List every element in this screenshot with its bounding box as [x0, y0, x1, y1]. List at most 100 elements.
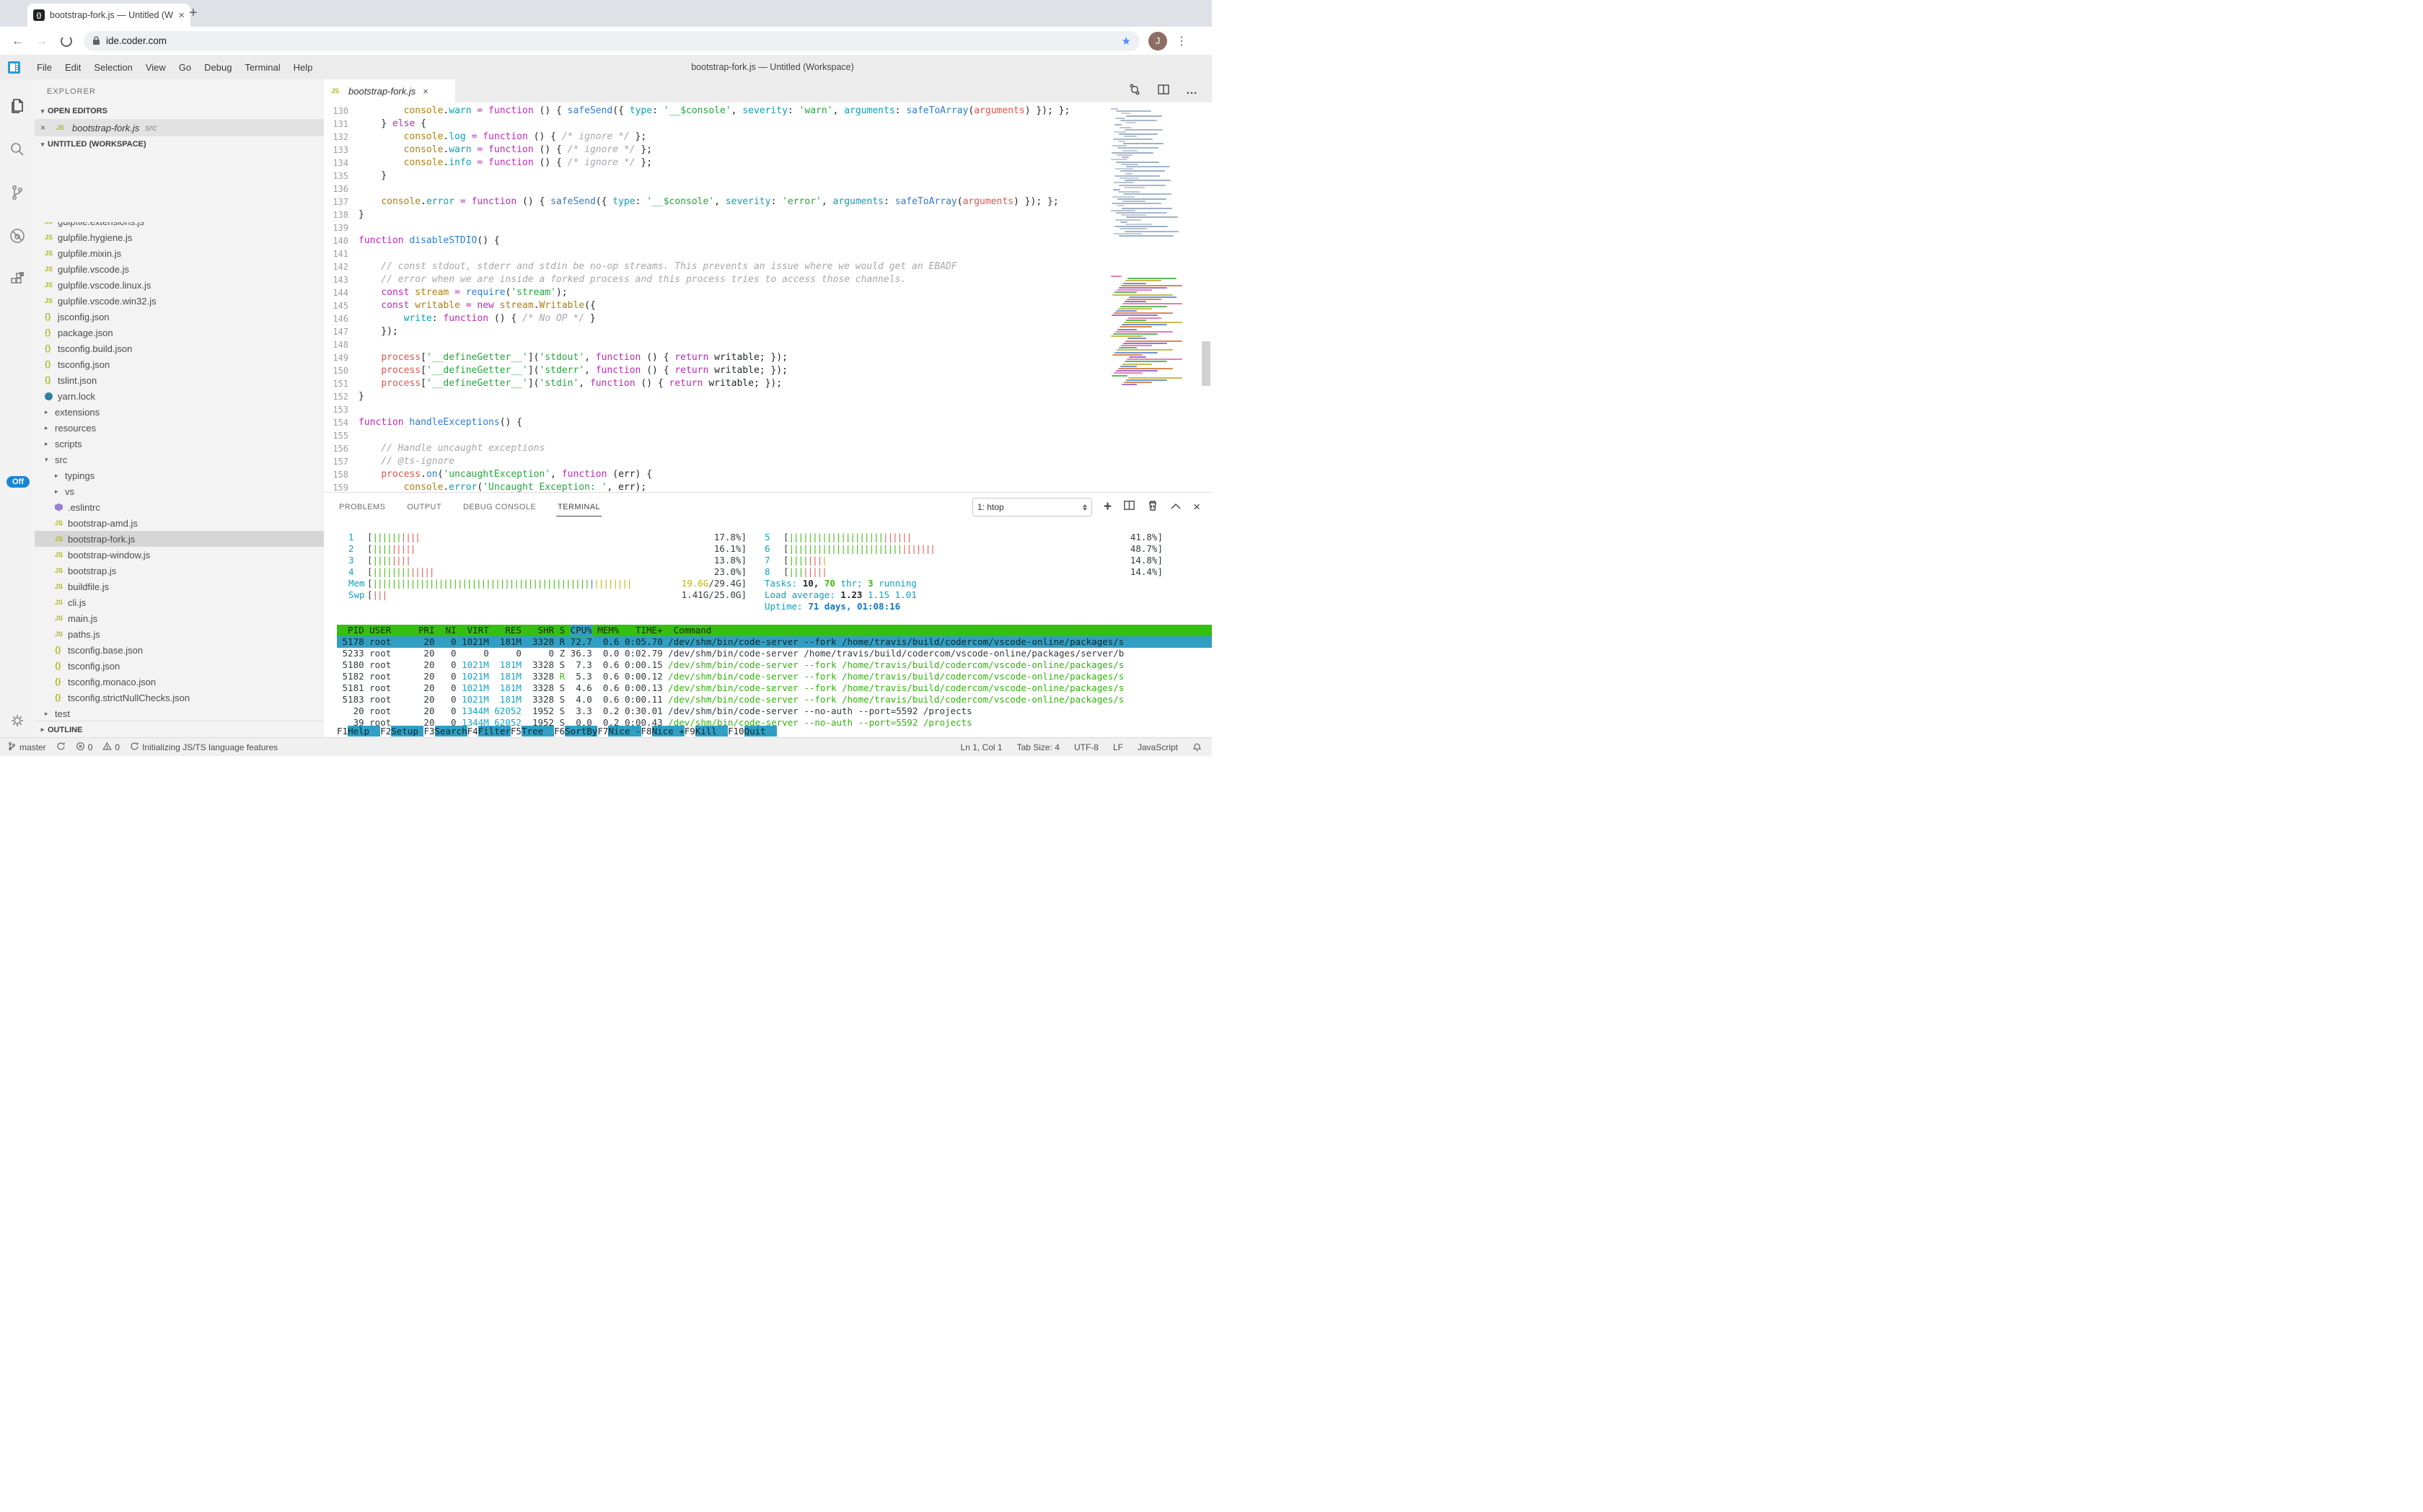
- menu-terminal[interactable]: Terminal: [245, 61, 281, 73]
- process-row[interactable]: 5182 root 20 0 1021M 181M 3328 R 5.3 0.6…: [337, 671, 1125, 682]
- tree-item-extensions[interactable]: ▸ extensions: [35, 404, 324, 420]
- tree-item-vs[interactable]: ▸ vs: [35, 483, 324, 499]
- toggle-changes-icon[interactable]: [1128, 83, 1141, 100]
- browser-menu-icon[interactable]: ⋮: [1176, 35, 1187, 48]
- settings-gear-icon[interactable]: [0, 712, 35, 729]
- editor-tab-close-icon[interactable]: ×: [423, 85, 428, 97]
- split-terminal-icon[interactable]: [1123, 499, 1135, 515]
- avatar[interactable]: J: [1148, 31, 1167, 50]
- statusbar-item-0[interactable]: 0: [76, 742, 92, 753]
- fkey-f4[interactable]: F4: [467, 726, 478, 737]
- scrollbar-thumb[interactable]: [1202, 341, 1210, 386]
- tree-item-gulpfile.mixin.js[interactable]: JS gulpfile.mixin.js: [35, 245, 324, 261]
- statusbar-item-tab-size-4[interactable]: Tab Size: 4: [1016, 742, 1060, 752]
- fkey-f2[interactable]: F2: [380, 726, 392, 737]
- process-row[interactable]: 5178 root 20 0 1021M 181M 3328 R 72.7 0.…: [337, 636, 1212, 648]
- menu-selection[interactable]: Selection: [94, 61, 133, 73]
- tree-item-tsconfig.json[interactable]: {} tsconfig.json: [35, 658, 324, 674]
- panel-tab-terminal[interactable]: TERMINAL: [556, 498, 602, 517]
- panel-tab-output[interactable]: OUTPUT: [407, 502, 441, 511]
- tree-item-tsconfig.strictNullChecks.json[interactable]: {} tsconfig.strictNullChecks.json: [35, 690, 324, 706]
- kill-terminal-icon[interactable]: [1147, 499, 1158, 515]
- activity-source-control-icon[interactable]: [0, 176, 35, 209]
- fkey-f8[interactable]: F8: [641, 726, 652, 737]
- activity-extensions-icon[interactable]: [0, 263, 35, 296]
- panel-tab-debug-console[interactable]: DEBUG CONSOLE: [462, 502, 537, 511]
- fkey-f6[interactable]: F6: [554, 726, 566, 737]
- fkey-f5[interactable]: F5: [510, 726, 522, 737]
- process-row[interactable]: 5233 root 20 0 0 0 0 Z 36.3 0.0 0:02.79 …: [337, 648, 1125, 659]
- tree-item-bootstrap.js[interactable]: JS bootstrap.js: [35, 563, 324, 579]
- tree-item-.eslintrc[interactable]: .eslintrc: [35, 499, 324, 515]
- activity-debug-off-icon[interactable]: [0, 219, 35, 252]
- tree-item-bootstrap-amd.js[interactable]: JS bootstrap-amd.js: [35, 515, 324, 531]
- tree-item-bootstrap-window.js[interactable]: JS bootstrap-window.js: [35, 547, 324, 563]
- fkey-f3[interactable]: F3: [423, 726, 435, 737]
- process-row[interactable]: 5183 root 20 0 1021M 181M 3328 S 4.0 0.6…: [337, 694, 1125, 705]
- tree-item-paths.js[interactable]: JS paths.js: [35, 626, 324, 642]
- terminal[interactable]: 1[|||||||||| 17.8%] 2[||||||||| 16.1%] 3[|||…: [324, 522, 1212, 738]
- forward-icon[interactable]: →: [35, 33, 48, 48]
- process-row[interactable]: 20 root 20 0 1344M 62052 1952 S 3.3 0.2 …: [337, 706, 972, 716]
- statusbar-item-sync[interactable]: [56, 742, 66, 753]
- tree-item-tslint.json[interactable]: {} tslint.json: [35, 372, 324, 388]
- tree-item-scripts[interactable]: ▸ scripts: [35, 436, 324, 452]
- new-tab-button[interactable]: +: [189, 5, 198, 21]
- activity-search-icon[interactable]: [0, 133, 35, 166]
- tree-item-tsconfig.base.json[interactable]: {} tsconfig.base.json: [35, 642, 324, 658]
- tree-item-tsconfig.monaco.json[interactable]: {} tsconfig.monaco.json: [35, 674, 324, 690]
- more-actions-icon[interactable]: …: [1186, 84, 1199, 97]
- statusbar-item-javascript[interactable]: JavaScript: [1137, 742, 1178, 752]
- tree-item-gulpfile.hygiene.js[interactable]: JS gulpfile.hygiene.js: [35, 229, 324, 245]
- open-editors-header[interactable]: ▾ OPEN EDITORS: [35, 103, 324, 119]
- process-row[interactable]: 5181 root 20 0 1021M 181M 3328 S 4.6 0.6…: [337, 682, 1125, 693]
- app-logo-icon[interactable]: [8, 61, 20, 74]
- fkey-f1[interactable]: F1: [337, 726, 348, 737]
- tree-item-gulpfile.vscode.win32.js[interactable]: JS gulpfile.vscode.win32.js: [35, 293, 324, 309]
- close-icon[interactable]: ×: [40, 123, 46, 133]
- tree-item-gulpfile.vscode.linux.js[interactable]: JS gulpfile.vscode.linux.js: [35, 277, 324, 293]
- menu-debug[interactable]: Debug: [204, 61, 232, 73]
- statusbar-item-initializing[interactable]: Initializing JS/TS language features: [130, 742, 278, 753]
- reload-icon[interactable]: [61, 35, 72, 47]
- code-editor[interactable]: 130 131 132 133 134 135 136 137 138 139 140 141 142 1…: [324, 102, 1212, 492]
- tree-item-tsconfig.json[interactable]: {} tsconfig.json: [35, 356, 324, 372]
- outline-header[interactable]: ▸ OUTLINE: [35, 721, 324, 738]
- back-icon[interactable]: ←: [12, 33, 24, 48]
- tree-item-tsconfig.build.json[interactable]: {} tsconfig.build.json: [35, 340, 324, 356]
- new-terminal-icon[interactable]: +: [1103, 499, 1112, 514]
- tree-item-buildfile.js[interactable]: JS buildfile.js: [35, 579, 324, 594]
- process-row[interactable]: 5180 root 20 0 1021M 181M 3328 S 7.3 0.6…: [337, 659, 1125, 670]
- editor-tab[interactable]: JS bootstrap-fork.js ×: [324, 79, 455, 102]
- menu-view[interactable]: View: [145, 61, 166, 73]
- statusbar-item-0[interactable]: 0: [102, 742, 120, 753]
- menu-go[interactable]: Go: [178, 61, 192, 73]
- browser-tab[interactable]: {} bootstrap-fork.js — Untitled (W ×: [27, 4, 190, 27]
- tree-item-typings[interactable]: ▸ typings: [35, 467, 324, 483]
- tree-item-jsconfig.json[interactable]: {} jsconfig.json: [35, 309, 324, 325]
- menu-edit[interactable]: Edit: [64, 61, 82, 73]
- tree-item-package.json[interactable]: {} package.json: [35, 325, 324, 340]
- fkey-f10[interactable]: F10: [727, 726, 744, 737]
- statusbar-item-utf-8[interactable]: UTF-8: [1073, 742, 1099, 752]
- process-row[interactable]: 39 root 20 0 1344M 62052 1952 S 0.0 0.2 …: [337, 717, 972, 728]
- tree-item-resources[interactable]: ▸ resources: [35, 420, 324, 436]
- tree-item-test[interactable]: ▸ test: [35, 706, 324, 721]
- fkey-f7[interactable]: F7: [597, 726, 609, 737]
- panel-tab-problems[interactable]: PROBLEMS: [339, 502, 386, 511]
- tree-item-gulpfile.vscode.js[interactable]: JS gulpfile.vscode.js: [35, 261, 324, 277]
- tree-item-yarn.lock[interactable]: yarn.lock: [35, 388, 324, 404]
- minimap[interactable]: [1111, 108, 1190, 491]
- open-editor-item[interactable]: × JS bootstrap-fork.js src: [35, 119, 324, 136]
- activity-files-icon[interactable]: [0, 89, 35, 123]
- maximize-panel-icon[interactable]: [1170, 501, 1182, 514]
- bookmark-star-icon[interactable]: ★: [1121, 35, 1131, 48]
- menu-file[interactable]: File: [37, 61, 52, 73]
- split-editor-icon[interactable]: [1157, 83, 1170, 100]
- terminal-select[interactable]: 1: htop: [972, 498, 1092, 517]
- tab-close-icon[interactable]: ×: [178, 9, 185, 22]
- status-badge[interactable]: Off: [6, 476, 30, 488]
- statusbar-item-master[interactable]: master: [7, 742, 46, 753]
- statusbar-item-lf[interactable]: LF: [1112, 742, 1123, 752]
